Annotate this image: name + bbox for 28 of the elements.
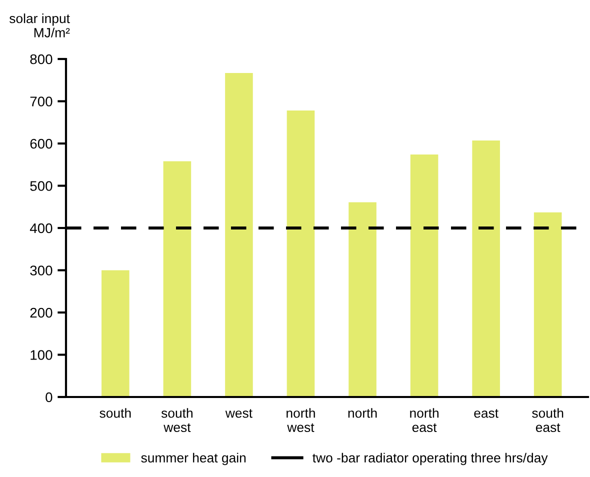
y-axis-title: solar input MJ/m²: [9, 13, 70, 38]
y-tick-label: 700: [30, 96, 52, 106]
x-tick-label: south east: [532, 408, 564, 432]
x-tick-label: east: [474, 409, 498, 418]
x-tick-label: north: [348, 408, 377, 418]
bar: [286, 110, 315, 397]
y-tick-label: 600: [30, 138, 52, 149]
legend-label: two -bar radiator operating three hrs/day: [312, 452, 548, 466]
y-tick-label: 300: [30, 266, 52, 276]
legend-label: summer heat gain: [141, 452, 246, 466]
x-tick-label: south: [100, 408, 131, 418]
bar: [102, 270, 130, 397]
x-tick-label: north west: [286, 408, 315, 432]
bar: [348, 202, 376, 397]
bar: [410, 154, 438, 397]
y-tick-label: 800: [30, 54, 52, 64]
bar: [472, 140, 500, 397]
y-tick-label: 400: [30, 223, 52, 234]
x-tick-label: south west: [161, 408, 192, 432]
bar: [534, 212, 562, 397]
y-tick-label: 0: [46, 392, 52, 402]
bar: [163, 161, 192, 397]
x-tick-label: north east: [410, 408, 438, 432]
y-tick-label: 100: [30, 350, 52, 360]
y-tick-label: 200: [30, 308, 52, 318]
y-tick-label: 500: [30, 181, 52, 191]
bar: [225, 72, 253, 397]
x-tick-label: west: [225, 409, 252, 418]
